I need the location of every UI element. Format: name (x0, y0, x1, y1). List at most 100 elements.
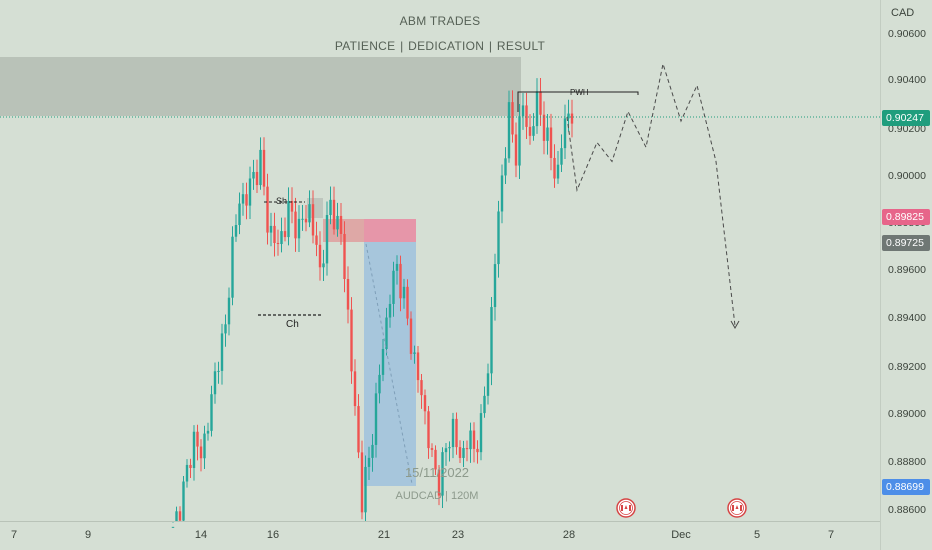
candle (416, 346, 420, 393)
candle-body (283, 231, 287, 238)
candle (213, 362, 217, 404)
candle (290, 187, 294, 224)
candle-body (217, 370, 220, 372)
candle (430, 443, 434, 458)
candle-body (444, 448, 448, 453)
candle (486, 363, 490, 405)
candle-body (185, 464, 189, 482)
chart-subtitle: PATIENCE | DEDICATION | RESULT (334, 39, 546, 53)
flag-band-left (732, 505, 734, 511)
candle (448, 441, 451, 462)
candle-body (448, 447, 451, 449)
candle-body (350, 309, 353, 372)
candle (455, 412, 458, 455)
candle-body (238, 203, 241, 226)
candle (549, 113, 553, 171)
candle-body (353, 371, 357, 407)
candle (556, 150, 560, 184)
candle-body (437, 469, 441, 496)
candle-body (542, 114, 546, 141)
zones-layer (0, 57, 521, 486)
candle-body (546, 127, 549, 141)
candle-body (196, 431, 199, 447)
candle (287, 187, 290, 246)
candle-body (171, 526, 175, 528)
candle (378, 364, 381, 404)
x-tick-14: 14 (194, 529, 208, 541)
candle (350, 297, 353, 384)
candle-body (234, 225, 238, 237)
maple-leaf-icon (624, 505, 628, 509)
candle (402, 278, 406, 309)
y-tick-89600: 0.89600 (888, 264, 926, 276)
watermark-symbol: AUDCAD | 120M (395, 490, 479, 502)
short-path-line (365, 243, 413, 485)
candle-body (514, 134, 518, 166)
candle (332, 186, 336, 235)
pwh-label: PWH (570, 88, 589, 97)
candle-body (336, 215, 339, 230)
candle-body (476, 448, 479, 453)
candle-body (399, 263, 402, 299)
candle-body (182, 481, 185, 521)
candle-body (290, 200, 294, 212)
candle (269, 212, 273, 247)
candle-body (280, 231, 283, 245)
candle (504, 147, 507, 184)
candle (294, 197, 297, 252)
candle (248, 166, 252, 220)
ch-label: Ch (286, 319, 299, 330)
candle (546, 114, 549, 155)
candle-body (553, 157, 556, 179)
candle-body (535, 91, 539, 127)
x-tick-23: 23 (451, 529, 465, 541)
candle-body (245, 194, 248, 206)
candle (472, 422, 476, 463)
candle (420, 374, 423, 409)
candle (262, 137, 266, 196)
candle (311, 190, 315, 244)
candle-body (451, 418, 455, 448)
x-tick-9: 9 (84, 529, 92, 541)
cad-event-icon (616, 498, 636, 518)
candle (280, 217, 283, 253)
candle (392, 261, 395, 317)
candle (171, 521, 175, 528)
candle-body (311, 204, 315, 236)
candle (465, 440, 469, 462)
candle-body (364, 466, 367, 513)
candle-body (273, 225, 276, 243)
x-tick-5: 5 (753, 529, 761, 541)
pink-price-label: 0.89825 (882, 209, 930, 225)
candle-body (259, 149, 262, 186)
candle (178, 506, 182, 521)
y-tick-88800: 0.88800 (888, 456, 926, 468)
candle (413, 345, 416, 364)
candle-body (206, 430, 210, 434)
candle-body (479, 413, 483, 453)
pwh-line (517, 91, 639, 112)
candle-body (325, 215, 329, 264)
candle (462, 440, 465, 468)
candle (458, 440, 462, 464)
candle (371, 434, 374, 472)
candle-body (371, 444, 374, 458)
events-layer (616, 498, 747, 518)
candle-body (441, 452, 444, 496)
blue-price-label: 0.88699 (882, 479, 930, 495)
candle-body (329, 199, 332, 216)
candle (360, 440, 364, 520)
candle (196, 424, 199, 461)
candle (227, 287, 231, 336)
candle (357, 394, 360, 459)
y-tick-90600: 0.90600 (888, 28, 926, 40)
maple-leaf-icon (735, 505, 739, 509)
candle-body (409, 318, 413, 354)
watermark-date: 15/11/2022 (404, 465, 470, 480)
candle (563, 104, 567, 160)
overlay-layer (0, 61, 880, 485)
candle-body (518, 116, 521, 166)
projection-path (566, 61, 736, 326)
candle-body (248, 178, 252, 206)
